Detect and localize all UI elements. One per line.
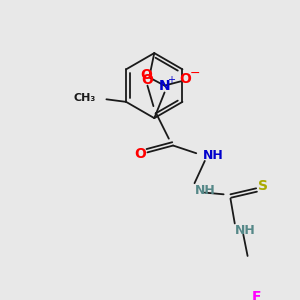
Text: O: O <box>140 68 152 82</box>
Text: S: S <box>258 179 268 193</box>
Text: O: O <box>142 74 153 88</box>
Text: NH: NH <box>235 224 256 237</box>
Text: F: F <box>251 290 261 300</box>
Text: −: − <box>189 67 200 80</box>
Text: O: O <box>135 147 146 161</box>
Text: +: + <box>167 76 175 85</box>
Text: N: N <box>159 79 170 93</box>
Text: O: O <box>179 72 191 86</box>
Text: NH: NH <box>194 184 215 196</box>
Text: NH: NH <box>203 149 224 162</box>
Text: CH₃: CH₃ <box>74 93 96 103</box>
